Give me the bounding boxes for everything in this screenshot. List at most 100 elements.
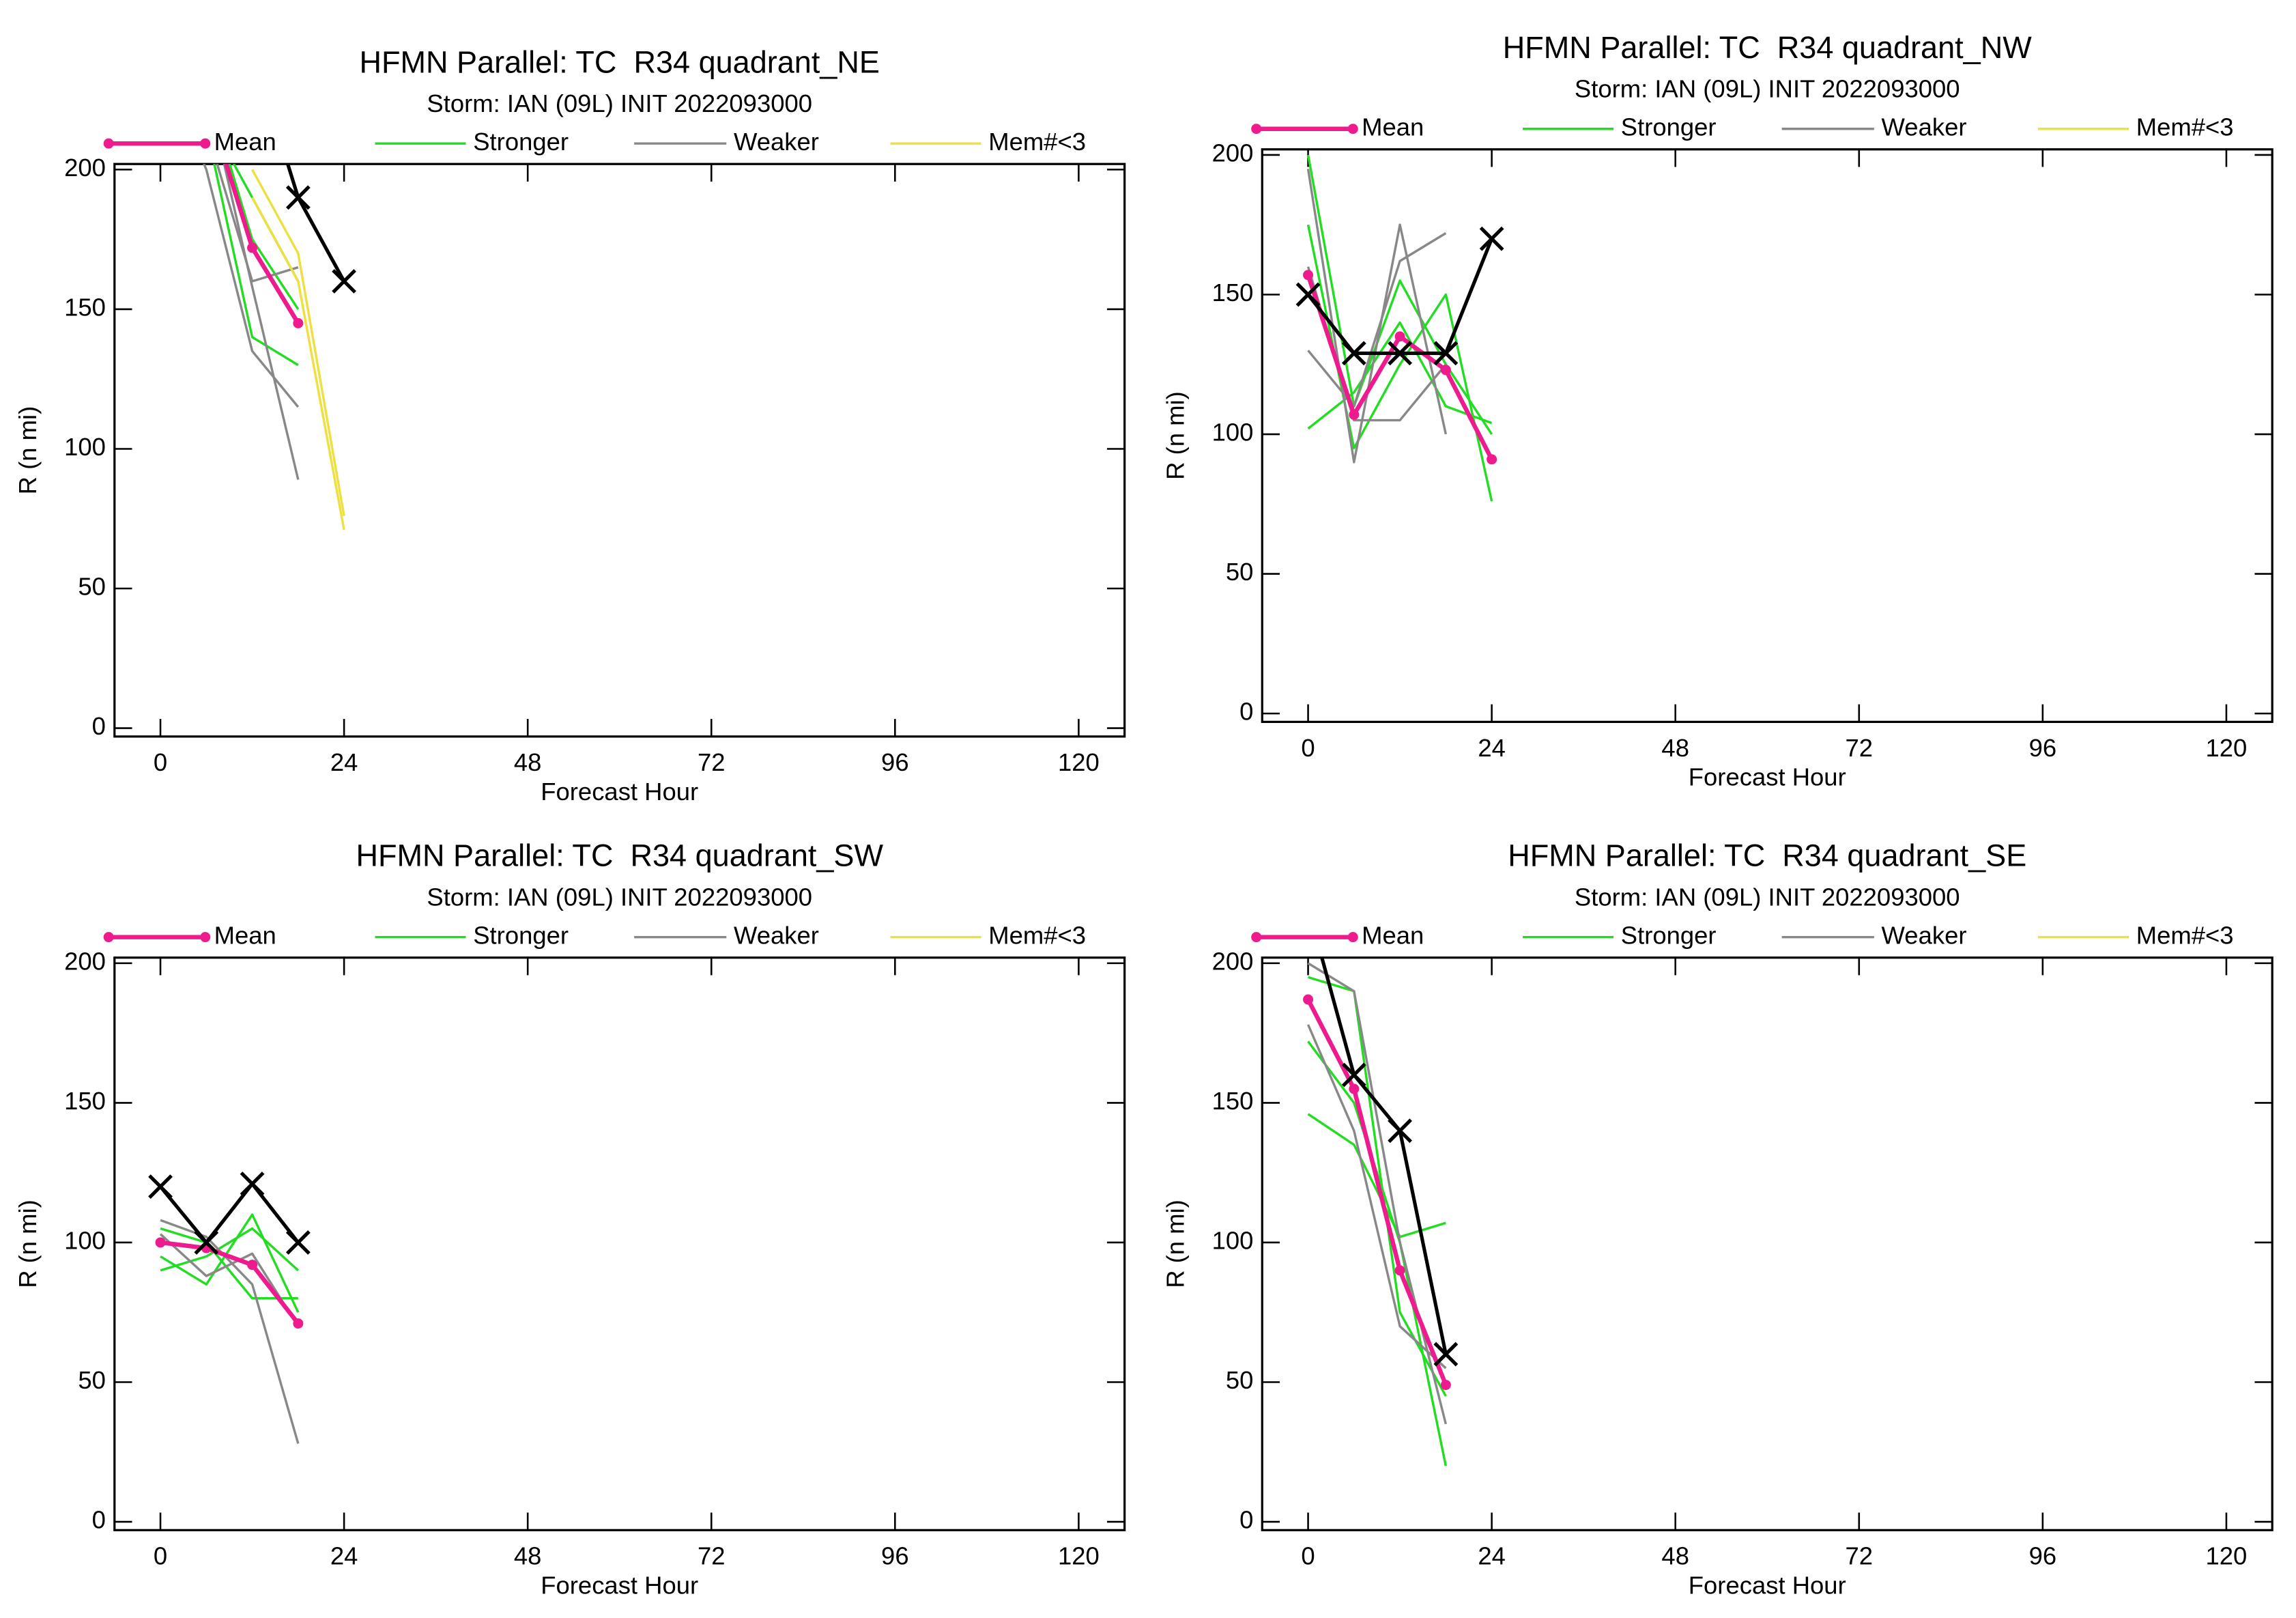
x-tick-label: 48 (1661, 1542, 1689, 1570)
x-tick-label: 120 (2206, 734, 2248, 762)
mean-point (293, 1318, 304, 1329)
legend-label: Weaker (1882, 113, 1967, 141)
x-tick-label: 0 (154, 748, 167, 776)
member-line (1306, 1024, 1447, 1369)
chart-title: HFMN Parallel: TC R34 quadrant_NW (1503, 30, 2032, 65)
y-tick-label: 0 (92, 712, 106, 740)
mean-line (160, 1240, 300, 1325)
legend-dot (1251, 932, 1262, 943)
legend-dot (103, 138, 114, 149)
x-tick-label: 24 (330, 748, 358, 776)
y-tick-label: 0 (1239, 1506, 1253, 1534)
legend-label: Mean (214, 921, 276, 949)
legend-label: Stronger (1621, 113, 1717, 141)
panel: HFMN Parallel: TC R34 quadrant_SW Storm: … (14, 838, 1126, 1600)
best-track-marker (1388, 1118, 1413, 1144)
member-line (1308, 976, 1447, 1397)
y-tick-label: 200 (64, 948, 106, 976)
mean-point (247, 242, 258, 253)
legend-dot (1347, 932, 1358, 943)
mean-point (293, 317, 304, 328)
chart-subtitle: Storm: IAN (09L) INIT 2022093000 (1575, 75, 1960, 103)
y-tick-label: 150 (1212, 279, 1254, 307)
chart-subtitle: Storm: IAN (09L) INIT 2022093000 (1575, 883, 1960, 911)
x-tick-label: 120 (1058, 748, 1100, 776)
y-tick-label: 100 (64, 433, 106, 461)
mean-point (1303, 270, 1314, 281)
x-axis-label: Forecast Hour (1689, 1572, 1846, 1600)
y-axis-label: R (n mi) (14, 1200, 42, 1288)
x-tick-label: 72 (698, 748, 726, 776)
best-track-marker (1479, 226, 1504, 251)
y-tick-label: 50 (1226, 558, 1254, 586)
y-tick-label: 200 (1212, 948, 1254, 976)
best-track-marker (1433, 341, 1459, 366)
legend-label: Mem#<3 (2136, 921, 2234, 949)
legend-label: Stronger (473, 128, 569, 156)
best-track-marker (1341, 341, 1366, 366)
mean-point (1440, 365, 1451, 375)
plot-frame (113, 162, 1126, 738)
mean-point (155, 1237, 166, 1248)
legend-dot (200, 932, 211, 943)
plot-frame (1261, 956, 2273, 1531)
best-track-marker (285, 185, 311, 210)
plot-area (1303, 957, 1459, 1466)
panel: HFMN Parallel: TC R34 quadrant_NE Storm: … (14, 44, 1126, 806)
legend-dot (1347, 124, 1358, 134)
mean-point (1303, 994, 1314, 1005)
chart-title: HFMN Parallel: TC R34 quadrant_NE (359, 44, 879, 79)
legend-label: Mean (1362, 113, 1424, 141)
y-tick-label: 150 (1212, 1087, 1254, 1115)
mean-point (1487, 454, 1497, 465)
member-line (1307, 1113, 1446, 1238)
y-tick-label: 100 (1212, 418, 1254, 446)
legend-label: Mem#<3 (988, 921, 1086, 949)
legend-label: Weaker (734, 128, 819, 156)
plot-area (148, 1172, 311, 1444)
best-track-marker (1388, 341, 1413, 366)
legend-dot (103, 932, 114, 943)
x-tick-label: 0 (1301, 734, 1315, 762)
member-line (159, 1233, 300, 1327)
plot-area (203, 164, 357, 530)
x-tick-label: 24 (1478, 734, 1506, 762)
x-tick-label: 48 (514, 748, 542, 776)
legend-dot (1251, 124, 1262, 134)
best-track-marker (1341, 1062, 1366, 1088)
legend-dot (200, 138, 211, 149)
member-line (1306, 169, 1448, 464)
member-line (223, 164, 300, 480)
best-track-marker (285, 1230, 311, 1255)
best-track-line (1320, 957, 1448, 1355)
member-line (160, 1227, 298, 1300)
member-line (160, 1213, 300, 1313)
mean-point (247, 1260, 258, 1271)
x-tick-label: 72 (1846, 1542, 1874, 1570)
legend-label: Mean (1362, 921, 1424, 949)
x-tick-label: 72 (698, 1542, 726, 1570)
chart-title: HFMN Parallel: TC R34 quadrant_SW (356, 838, 883, 873)
x-axis-label: Forecast Hour (541, 1572, 698, 1600)
member-line (1307, 321, 1493, 430)
member-line (160, 1219, 300, 1444)
member-line (1307, 232, 1447, 408)
x-tick-label: 24 (1478, 1542, 1506, 1570)
best-track-marker (1295, 282, 1321, 307)
plot-area (1295, 154, 1504, 502)
x-tick-label: 96 (2029, 734, 2057, 762)
x-tick-label: 48 (1661, 734, 1689, 762)
x-axis-label: Forecast Hour (1689, 763, 1846, 791)
y-tick-label: 50 (1226, 1366, 1254, 1394)
mean-line (224, 164, 300, 325)
best-track-marker (194, 1230, 219, 1255)
x-tick-label: 72 (1846, 734, 1874, 762)
member-line (213, 164, 299, 367)
y-tick-label: 100 (64, 1227, 106, 1255)
plot-frame (113, 956, 1126, 1531)
x-tick-label: 96 (881, 1542, 909, 1570)
x-tick-label: 0 (1301, 1542, 1315, 1570)
x-axis-label: Forecast Hour (541, 778, 698, 806)
